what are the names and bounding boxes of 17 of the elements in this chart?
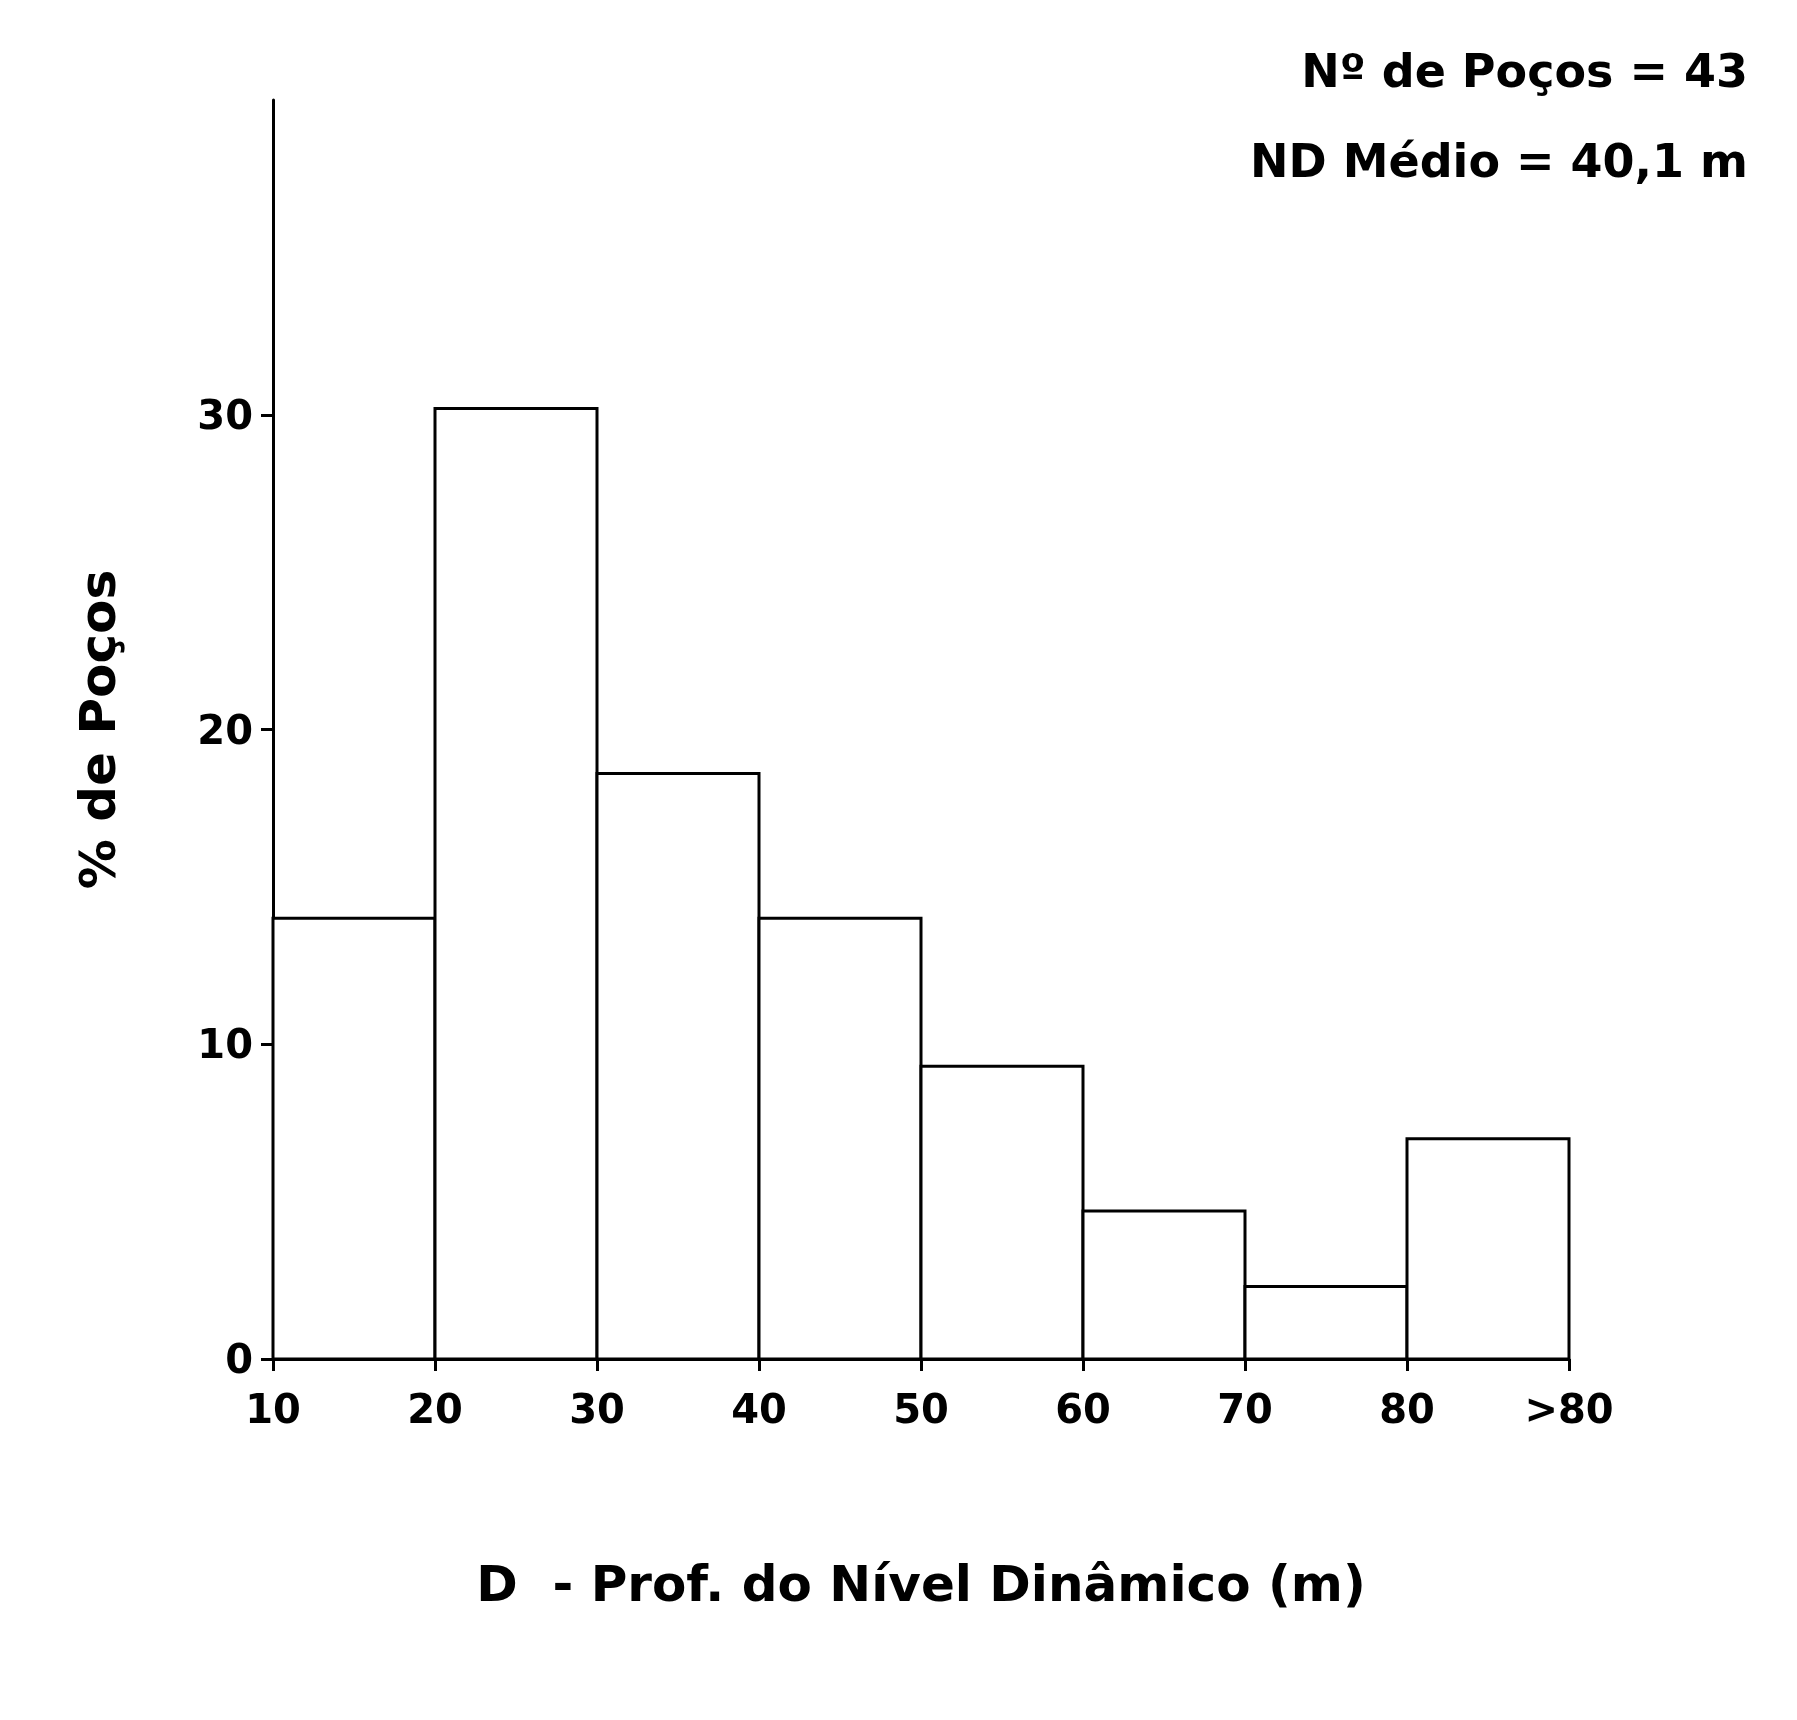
y-tick-label: 0 bbox=[225, 1336, 253, 1382]
y-tick-label: 30 bbox=[197, 391, 253, 438]
y-tick-label: 10 bbox=[197, 1021, 253, 1068]
y-tick-label: 20 bbox=[197, 706, 253, 753]
x-tick-label: 50 bbox=[893, 1386, 949, 1432]
x-tick-label: 70 bbox=[1217, 1386, 1273, 1432]
annotation: ND Médio = 40,1 m bbox=[1250, 134, 1748, 188]
x-tick-label: 30 bbox=[569, 1386, 625, 1432]
x-axis-title: D - Prof. do Nível Dinâmico (m) bbox=[476, 1555, 1366, 1613]
text: Nº de Poços = 43 bbox=[1301, 44, 1748, 98]
x-tick-label: 10 bbox=[245, 1386, 301, 1432]
x-tick-label: 60 bbox=[1055, 1386, 1111, 1432]
x-tick-label: 40 bbox=[731, 1386, 787, 1432]
x-tick-label: >80 bbox=[1524, 1386, 1614, 1432]
x-tick-label: 20 bbox=[407, 1386, 463, 1432]
y-axis-title: % de Poços bbox=[69, 569, 127, 890]
x-tick-label: 80 bbox=[1379, 1386, 1435, 1432]
